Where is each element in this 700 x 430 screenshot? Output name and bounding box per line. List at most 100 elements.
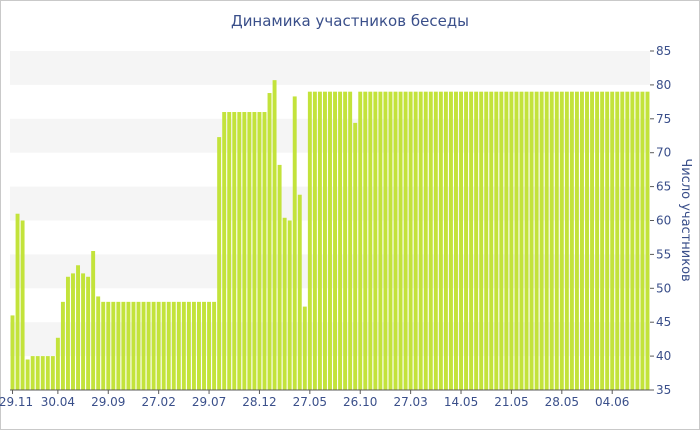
- x-tick-label: 29.09: [91, 395, 125, 409]
- bar: [504, 91, 509, 391]
- x-tick-label: 28.05: [545, 395, 579, 409]
- bar: [277, 164, 282, 390]
- bar: [287, 220, 292, 390]
- bar: [373, 91, 378, 391]
- bar: [433, 91, 438, 391]
- bar: [383, 91, 388, 391]
- bar: [252, 112, 257, 391]
- bar: [574, 91, 579, 391]
- bar: [529, 91, 534, 391]
- bar: [297, 194, 302, 390]
- bar: [86, 276, 91, 390]
- bar: [106, 301, 111, 390]
- bar: [635, 91, 640, 391]
- bar: [146, 301, 151, 390]
- bar: [156, 301, 161, 390]
- y-tick-label: 60: [656, 214, 671, 228]
- x-tick-label: 29.07: [192, 395, 226, 409]
- x-tick-label: 27.02: [141, 395, 175, 409]
- bar: [50, 356, 55, 390]
- bar: [363, 91, 368, 391]
- bar: [91, 251, 96, 390]
- bar: [76, 265, 80, 390]
- bar: [176, 301, 181, 390]
- bar: [136, 301, 141, 390]
- bar: [524, 91, 529, 391]
- bar: [40, 356, 45, 390]
- bar: [60, 301, 65, 390]
- bar: [514, 91, 519, 391]
- bar: [534, 91, 539, 391]
- bar: [161, 301, 166, 390]
- bar: [539, 91, 544, 391]
- bar: [151, 301, 156, 390]
- bar: [30, 356, 35, 390]
- bar: [580, 91, 584, 391]
- bar: [191, 301, 196, 390]
- bar: [519, 91, 524, 391]
- bar: [317, 91, 322, 391]
- bar: [595, 91, 600, 391]
- x-tick-label: 04.06: [595, 395, 629, 409]
- x-tick-label: 14.05: [444, 395, 478, 409]
- bar: [257, 112, 262, 391]
- bar: [10, 315, 15, 390]
- bar: [620, 91, 625, 391]
- bar: [202, 301, 206, 390]
- bar: [15, 213, 20, 390]
- y-tick-label: 80: [656, 78, 671, 92]
- bar: [181, 301, 186, 390]
- bar: [333, 91, 337, 391]
- y-tick-label: 50: [656, 281, 671, 295]
- bar: [312, 91, 317, 391]
- bar: [358, 91, 363, 391]
- bar: [398, 91, 403, 391]
- bar: [116, 301, 121, 390]
- chart-title: Динамика участников беседы: [230, 12, 470, 30]
- bar: [232, 112, 237, 391]
- bar: [171, 301, 176, 390]
- bar: [272, 80, 277, 391]
- bar: [45, 356, 50, 390]
- x-tick-label: 30.04: [41, 395, 75, 409]
- bar: [71, 273, 75, 390]
- bar: [564, 91, 569, 391]
- bar: [559, 91, 564, 391]
- bar: [554, 91, 559, 391]
- bar: [35, 356, 40, 390]
- bar: [459, 91, 463, 391]
- x-tick-label: 28.12: [242, 395, 276, 409]
- bar: [101, 301, 106, 390]
- bar: [605, 91, 610, 391]
- y-tick-label: 55: [656, 247, 671, 261]
- bar: [590, 91, 595, 391]
- bar: [509, 91, 514, 391]
- bar: [423, 91, 428, 391]
- bar: [489, 91, 494, 391]
- bar: [237, 112, 242, 391]
- bar: [217, 137, 222, 390]
- bar: [343, 91, 348, 391]
- x-tick-label: 26.10: [343, 395, 377, 409]
- bar: [474, 91, 479, 391]
- bar: [408, 91, 413, 391]
- y-tick-label: 65: [656, 180, 671, 194]
- bar: [227, 112, 232, 391]
- y-tick-label: 40: [656, 349, 671, 363]
- bar: [403, 91, 408, 391]
- bar: [625, 91, 630, 391]
- bar: [302, 306, 307, 390]
- y-tick-label: 35: [656, 383, 671, 397]
- bar: [197, 301, 201, 390]
- bar: [418, 91, 423, 391]
- bar: [111, 301, 116, 390]
- bar: [131, 301, 136, 390]
- bar: [443, 91, 448, 391]
- bar: [645, 91, 650, 391]
- bar: [428, 91, 433, 391]
- y-tick-label: 75: [656, 112, 671, 126]
- x-tick-label: 27.03: [393, 395, 427, 409]
- bar: [630, 91, 635, 391]
- bar: [25, 359, 30, 390]
- bar: [353, 122, 358, 391]
